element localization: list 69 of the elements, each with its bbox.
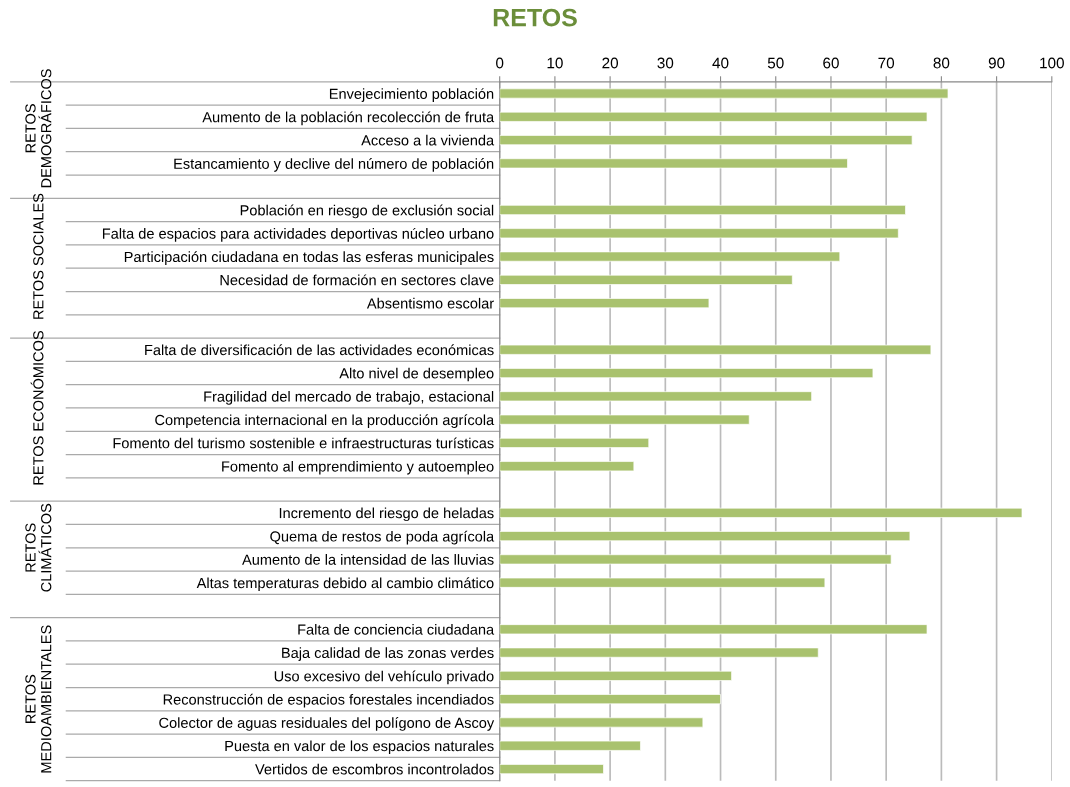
bar <box>499 531 911 542</box>
x-tick-label: 60 <box>823 57 839 69</box>
x-tick-label: 70 <box>878 57 895 69</box>
y-tick-label: Participación ciudadana en todas las esferas municipales <box>124 251 494 265</box>
y-tick-label: Vertidos de escombros incontrolados <box>255 763 494 775</box>
y-tick-label: Alto nivel de desempleo <box>339 367 494 382</box>
bar <box>499 647 819 658</box>
bar <box>499 391 812 402</box>
bar <box>499 158 848 169</box>
y-tick-label: Falta de espacios para actividades deportivas núcleo urbano <box>102 227 494 242</box>
y-tick-label: Colector de aguas residuales del polígono de Ascoy <box>159 717 495 731</box>
bar <box>499 344 932 355</box>
x-tick-label: 0 <box>496 57 504 69</box>
bar <box>499 554 892 565</box>
y-tick-label: Puesta en valor de los espacios naturales <box>225 740 494 755</box>
x-tick-label: 30 <box>657 57 674 69</box>
text: RETOS SOCIALES <box>33 193 44 319</box>
bar <box>499 461 635 472</box>
bar <box>499 507 1023 518</box>
x-tick-label: 40 <box>712 57 729 69</box>
y-tick-label: Incremento del riesgo de heladas <box>279 507 494 522</box>
bar <box>499 694 721 705</box>
y-tick-label: Acceso a la vivienda <box>361 134 495 146</box>
y-tick-label: Absentismo escolar <box>366 297 494 309</box>
y-tick-label: Altas temperaturas debido al cambio climático <box>196 577 494 592</box>
y-tick-label: Fomento del turismo sostenible e infraestructuras turísticas <box>113 437 494 449</box>
bar <box>499 228 899 239</box>
x-tick-label: 90 <box>988 57 1005 69</box>
y-tick-label: Baja calidad de las zonas verdes <box>282 647 494 661</box>
x-tick-label: 20 <box>602 57 619 69</box>
text: RETOS DEMOGRÁFICOS <box>25 69 52 188</box>
y-tick-label: Necesidad de formación en sectores clave <box>220 274 494 286</box>
y-tick-label: Fragilidad del mercado de trabajo, estacional <box>204 391 494 405</box>
y-tick-label: Quema de restos de poda agrícola <box>270 530 495 545</box>
bar <box>499 740 641 751</box>
text: RETOS MEDIOAMBIENTALES <box>25 625 52 773</box>
bar <box>499 764 604 775</box>
x-tick-label: 10 <box>547 57 563 69</box>
y-tick-label: Reconstrucción de espacios forestales incendiados <box>163 693 494 708</box>
bar <box>499 670 732 681</box>
bar <box>499 368 874 379</box>
y-tick-label: Estancamiento y declive del número de población <box>174 158 494 172</box>
bar <box>499 414 750 425</box>
x-tick-label: 100 <box>1040 57 1064 69</box>
bar <box>499 577 826 588</box>
bar <box>499 624 928 635</box>
y-tick-label: Competencia internacional en la producción agrícola <box>155 414 495 429</box>
bar <box>499 204 906 215</box>
bar <box>499 274 793 285</box>
y-tick-label: Población en riesgo de exclusión social <box>240 204 494 219</box>
y-tick-label: Falta de conciencia ciudadana <box>298 624 495 635</box>
bar <box>499 298 710 309</box>
chart-title: RETOS <box>493 8 577 27</box>
bar <box>499 717 704 728</box>
bar <box>499 437 650 448</box>
bar <box>499 251 841 262</box>
y-tick-label: Aumento de la intensidad de las lluvias <box>242 554 494 565</box>
bar <box>499 135 913 146</box>
y-tick-label: Envejecimiento población <box>329 88 494 102</box>
text: RETOS CLIMÁTICOS <box>25 503 52 592</box>
y-tick-label: Fomento al emprendimiento y autoempleo <box>222 460 494 475</box>
y-tick-label: Uso excesivo del vehículo privado <box>274 670 494 685</box>
bar <box>499 111 928 122</box>
y-tick-label: Aumento de la población recolección de fruta <box>202 111 495 126</box>
x-tick-label: 80 <box>933 57 950 69</box>
y-tick-label: Falta de diversificación de las actividades económicas <box>145 344 494 356</box>
x-tick-label: 50 <box>767 57 784 69</box>
text: RETOS ECONÓMICOS <box>30 330 44 485</box>
bar <box>499 88 949 99</box>
